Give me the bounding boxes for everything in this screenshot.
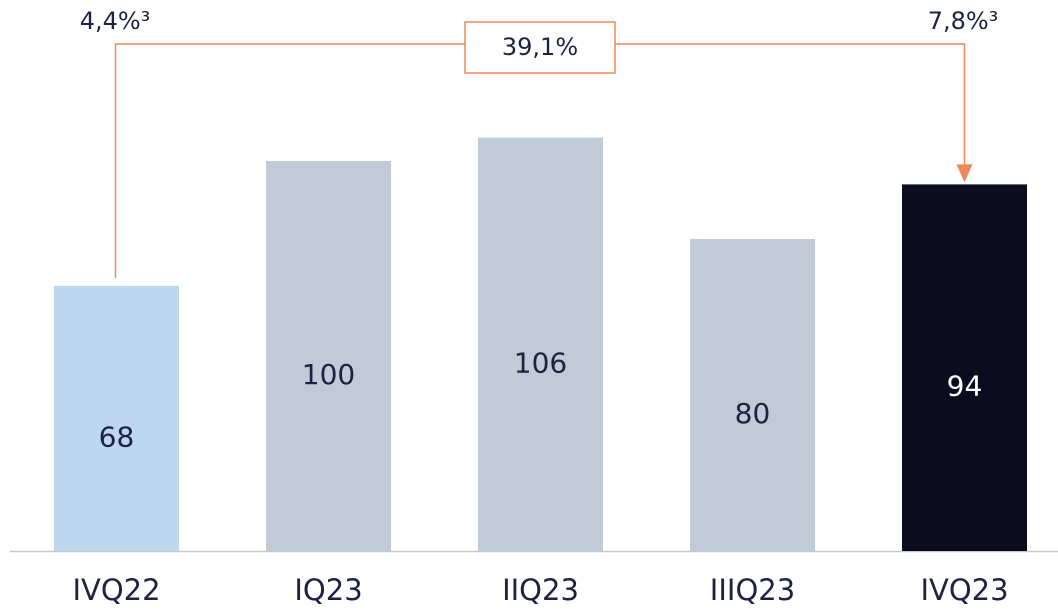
x-tick-label: IIQ23 <box>502 573 579 607</box>
value-label: 106 <box>514 346 567 379</box>
x-tick-label: IVQ22 <box>72 573 160 607</box>
bar <box>54 285 179 551</box>
bar <box>902 184 1027 551</box>
x-tick-label: IVQ23 <box>920 573 1008 607</box>
start-label: 4,4%³ <box>80 7 151 35</box>
bar <box>478 137 603 551</box>
connector-line <box>114 43 966 278</box>
value-label: 80 <box>735 397 771 430</box>
x-tick-label: IQ23 <box>294 573 362 607</box>
end-label: 7,8%³ <box>928 7 999 35</box>
x-tick-label: IIIQ23 <box>710 573 795 607</box>
change-label: 39,1% <box>502 33 578 61</box>
bar <box>266 161 391 551</box>
connector-arrow <box>956 164 973 183</box>
value-label: 68 <box>99 420 135 453</box>
change-box <box>464 21 616 74</box>
value-label: 94 <box>947 370 983 403</box>
value-label: 100 <box>302 358 355 391</box>
bar <box>690 239 815 551</box>
